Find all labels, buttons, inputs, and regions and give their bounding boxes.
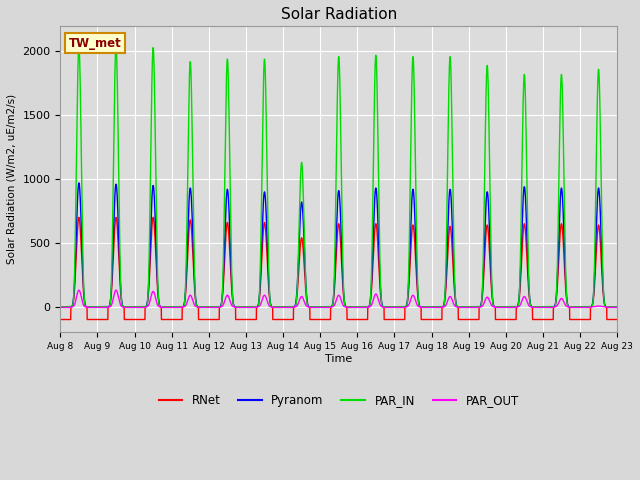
Y-axis label: Solar Radiation (W/m2, uE/m2/s): Solar Radiation (W/m2, uE/m2/s)	[7, 94, 17, 264]
Pyranom	[75, 180, 83, 186]
PAR_IN	[479, 263, 487, 268]
PAR_IN	[56, 304, 64, 310]
PAR_IN	[463, 304, 471, 310]
Pyranom	[56, 304, 64, 310]
RNet	[613, 317, 621, 323]
PAR_OUT	[613, 304, 621, 310]
PAR_IN	[613, 304, 621, 310]
Legend: RNet, Pyranom, PAR_IN, PAR_OUT: RNet, Pyranom, PAR_IN, PAR_OUT	[154, 390, 524, 412]
Pyranom	[613, 304, 621, 310]
RNet	[479, 284, 487, 290]
Pyranom	[479, 276, 487, 282]
PAR_IN	[320, 304, 328, 310]
PAR_OUT	[75, 287, 83, 293]
PAR_OUT	[320, 304, 328, 310]
PAR_OUT	[463, 304, 471, 310]
Text: TW_met: TW_met	[68, 36, 122, 49]
PAR_OUT	[590, 304, 598, 310]
RNet	[583, 317, 591, 323]
Title: Solar Radiation: Solar Radiation	[280, 7, 397, 22]
RNet	[320, 317, 328, 323]
RNet	[463, 317, 471, 323]
Pyranom	[583, 304, 591, 310]
PAR_OUT	[479, 302, 487, 308]
RNet	[590, 293, 598, 299]
PAR_OUT	[56, 304, 64, 310]
Line: PAR_IN: PAR_IN	[60, 46, 617, 307]
PAR_OUT	[246, 304, 253, 310]
PAR_OUT	[583, 304, 591, 310]
Line: Pyranom: Pyranom	[60, 183, 617, 307]
Pyranom	[590, 288, 598, 294]
RNet	[246, 317, 253, 323]
X-axis label: Time: Time	[325, 354, 353, 364]
PAR_IN	[75, 43, 83, 49]
Line: PAR_OUT: PAR_OUT	[60, 290, 617, 307]
Pyranom	[463, 304, 471, 310]
Pyranom	[246, 304, 253, 310]
RNet	[75, 215, 83, 220]
Line: RNet: RNet	[60, 217, 617, 320]
RNet	[56, 317, 64, 323]
PAR_IN	[246, 304, 253, 310]
Pyranom	[320, 304, 328, 310]
PAR_IN	[590, 286, 598, 291]
PAR_IN	[583, 304, 591, 310]
